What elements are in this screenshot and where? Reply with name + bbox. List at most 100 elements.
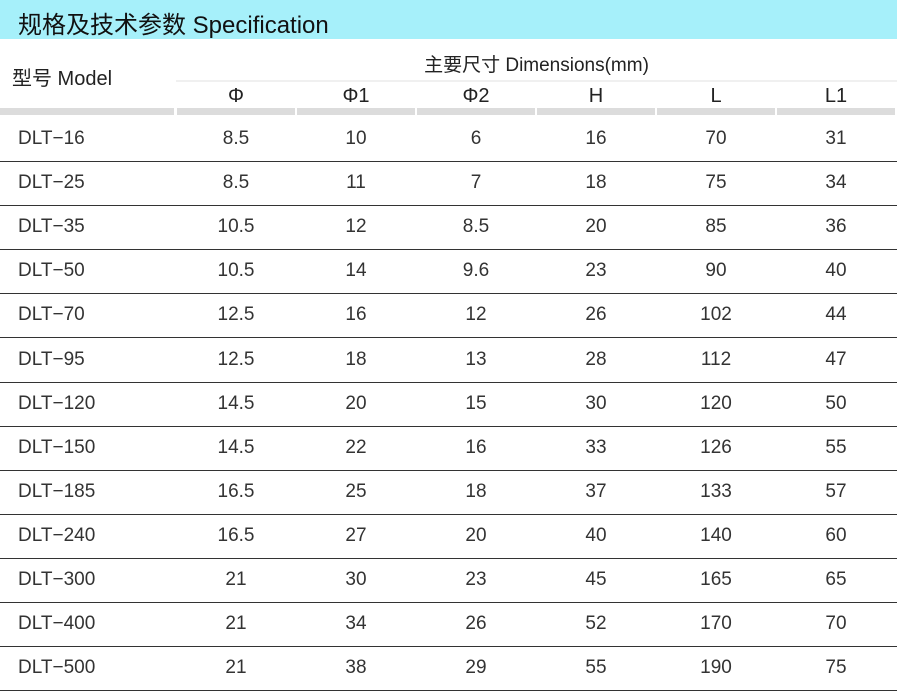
- table-row: DLT−150 14.5 22 16 33 126 55: [0, 427, 897, 471]
- value-cell: 70: [825, 613, 847, 635]
- column-header: H: [588, 85, 604, 107]
- divider: [176, 80, 897, 82]
- value-cell: 30: [345, 569, 367, 590]
- value-cell: 38: [345, 657, 367, 679]
- column-header: L: [710, 85, 722, 107]
- header-bar: [537, 108, 655, 115]
- dimensions-header: 主要尺寸 Dimensions(mm): [424, 55, 649, 76]
- value-cell: 14: [345, 260, 367, 282]
- value-cell: 37: [585, 480, 607, 502]
- model-cell: DLT−400: [18, 613, 96, 635]
- value-cell: 16: [465, 436, 487, 458]
- value-cell: 16.5: [217, 480, 255, 502]
- value-cell: 29: [465, 657, 487, 679]
- value-cell: 21: [225, 613, 247, 635]
- value-cell: 12.5: [217, 348, 255, 370]
- model-cell: DLT−300: [18, 569, 96, 590]
- table-row: DLT−400 21 34 26 52 170 70: [0, 603, 897, 648]
- value-cell: 190: [700, 657, 732, 679]
- value-cell: 45: [585, 569, 607, 590]
- value-cell: 34: [825, 172, 847, 194]
- table-row: DLT−95 12.5 18 13 28 112 47: [0, 339, 897, 383]
- value-cell: 16: [585, 128, 607, 149]
- value-cell: 23: [585, 260, 607, 282]
- value-cell: 10: [345, 128, 367, 149]
- value-cell: 60: [825, 524, 847, 546]
- value-cell: 40: [825, 260, 847, 282]
- value-cell: 8.5: [462, 216, 490, 238]
- value-cell: 133: [700, 480, 732, 502]
- value-cell: 11: [346, 172, 366, 194]
- value-cell: 52: [585, 613, 607, 635]
- value-cell: 165: [700, 569, 732, 590]
- value-cell: 55: [585, 657, 607, 679]
- value-cell: 112: [700, 348, 732, 370]
- value-cell: 16: [345, 304, 367, 326]
- value-cell: 34: [345, 613, 367, 635]
- model-cell: DLT−150: [18, 436, 96, 458]
- value-cell: 15: [465, 392, 487, 414]
- model-cell: DLT−500: [18, 657, 96, 679]
- value-cell: 20: [465, 524, 487, 546]
- model-cell: DLT−16: [18, 128, 85, 149]
- value-cell: 70: [705, 128, 727, 149]
- value-cell: 8.5: [222, 128, 250, 149]
- value-cell: 22: [345, 436, 367, 458]
- model-cell: DLT−120: [18, 392, 96, 414]
- value-cell: 12: [465, 304, 487, 326]
- page-title: 规格及技术参数 Specification: [18, 12, 329, 39]
- column-header: Φ1: [342, 85, 370, 107]
- model-cell: DLT−95: [18, 348, 85, 370]
- table-row: DLT−16 8.5 10 6 16 70 31: [0, 118, 897, 162]
- value-cell: 47: [825, 348, 847, 370]
- value-cell: 40: [585, 524, 607, 546]
- value-cell: 20: [585, 216, 607, 238]
- value-cell: 90: [705, 260, 727, 282]
- model-cell: DLT−25: [18, 172, 85, 194]
- value-cell: 55: [825, 436, 847, 458]
- header-bar: [417, 108, 535, 115]
- value-cell: 8.5: [222, 172, 250, 194]
- value-cell: 126: [700, 436, 732, 458]
- value-cell: 30: [585, 392, 607, 414]
- model-cell: DLT−185: [18, 480, 96, 502]
- value-cell: 50: [825, 392, 847, 414]
- value-cell: 21: [225, 569, 247, 590]
- table-row: DLT−50 10.5 14 9.6 23 90 40: [0, 250, 897, 295]
- value-cell: 14.5: [217, 436, 255, 458]
- value-cell: 23: [465, 569, 487, 590]
- value-cell: 18: [345, 348, 367, 370]
- value-cell: 26: [465, 613, 487, 635]
- column-header: Φ2: [462, 85, 490, 107]
- header-bar: [657, 108, 775, 115]
- column-header: Φ: [228, 85, 244, 107]
- column-header: L1: [824, 85, 848, 107]
- value-cell: 170: [700, 613, 732, 635]
- value-cell: 75: [705, 172, 727, 194]
- header-bar: [297, 108, 415, 115]
- value-cell: 36: [825, 216, 847, 238]
- value-cell: 13: [465, 348, 487, 370]
- value-cell: 10.5: [217, 260, 255, 282]
- value-cell: 33: [585, 436, 607, 458]
- value-cell: 21: [225, 657, 247, 679]
- value-cell: 28: [585, 348, 607, 370]
- value-cell: 27: [345, 524, 367, 546]
- header-bar: [177, 108, 295, 115]
- value-cell: 12.5: [217, 304, 255, 326]
- model-cell: DLT−50: [18, 260, 85, 282]
- value-cell: 140: [700, 524, 732, 546]
- value-cell: 14.5: [217, 392, 255, 414]
- value-cell: 44: [825, 304, 847, 326]
- value-cell: 85: [705, 216, 727, 238]
- value-cell: 31: [825, 128, 847, 149]
- model-cell: DLT−240: [18, 524, 96, 546]
- value-cell: 57: [825, 480, 847, 502]
- value-cell: 65: [825, 569, 847, 590]
- title-bar: 规格及技术参数 Specification: [0, 0, 897, 39]
- model-column-header: 型号 Model: [12, 68, 113, 90]
- table-row: DLT−500 21 38 29 55 190 75: [0, 647, 897, 691]
- value-cell: 26: [585, 304, 607, 326]
- table-row: DLT−185 16.5 25 18 37 133 57: [0, 471, 897, 515]
- table-row: DLT−35 10.5 12 8.5 20 85 36: [0, 206, 897, 251]
